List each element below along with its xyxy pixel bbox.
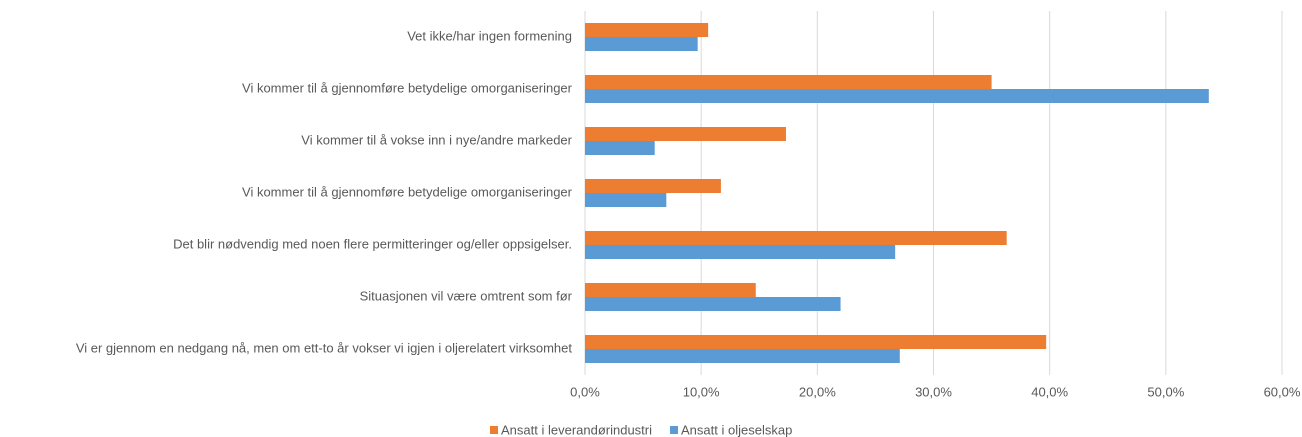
x-tick-label: 0,0% [570,384,600,399]
bar [585,193,667,207]
bar [585,231,1007,245]
y-tick-label: Vi er gjennom en nedgang nå, men om ett-… [76,340,573,355]
bar [585,283,756,297]
bar [585,23,709,37]
bar [585,179,721,193]
y-tick-label: Vet ikke/har ingen formening [407,28,572,43]
x-tick-label: 60,0% [1264,384,1301,399]
bar [585,141,655,155]
bar [585,245,896,259]
y-tick-label: Det blir nødvendig med noen flere permit… [173,236,572,251]
legend-swatch [490,426,498,434]
x-tick-label: 20,0% [799,384,836,399]
y-tick-label: Situasjonen vil være omtrent som før [360,288,573,303]
legend-label: Ansatt i leverandørindustri [501,422,652,437]
y-tick-label: Vi kommer til å gjennomføre betydelige o… [242,80,573,95]
bar [585,349,900,363]
bar [585,335,1047,349]
bar [585,89,1209,103]
y-tick-label: Vi kommer til å vokse inn i nye/andre ma… [301,132,572,147]
x-tick-label: 10,0% [683,384,720,399]
y-tick-label: Vi kommer til å gjennomføre betydelige o… [242,184,573,199]
legend-label: Ansatt i oljeselskap [681,422,792,437]
bar [585,75,992,89]
bar [585,37,698,51]
bar [585,127,786,141]
x-tick-label: 30,0% [915,384,952,399]
legend-swatch [670,426,679,434]
x-tick-label: 50,0% [1147,384,1184,399]
bar [585,297,841,311]
x-tick-label: 40,0% [1031,384,1068,399]
